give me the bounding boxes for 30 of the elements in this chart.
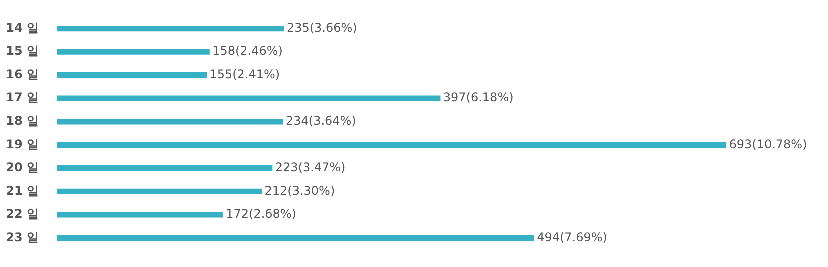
y-tick-label: 15 일 [6, 44, 39, 58]
bar [57, 212, 224, 218]
data-label: 235(3.66%) [286, 20, 358, 35]
y-tick-label: 22 일 [6, 207, 39, 222]
data-label: 158(2.46%) [212, 44, 283, 58]
bar [57, 26, 284, 32]
y-tick-label: 23 일 [6, 230, 39, 244]
data-label: 693(10.78%) [729, 137, 808, 152]
data-label: 397(6.18%) [443, 90, 514, 105]
data-label: 494(7.69%) [537, 230, 608, 244]
y-tick-label: 17 일 [6, 90, 39, 105]
data-label: 155(2.41%) [210, 67, 280, 82]
bar [57, 235, 534, 241]
y-tick-label: 20 일 [6, 160, 39, 175]
bar [57, 142, 727, 148]
y-tick-label: 14 일 [6, 20, 39, 35]
data-label: 212(3.30%) [264, 184, 336, 198]
y-tick-label: 21 일 [6, 184, 39, 198]
data-label: 172(2.68%) [226, 207, 296, 222]
y-tick-label: 18 일 [6, 114, 39, 128]
bar [57, 49, 210, 55]
bar [57, 72, 208, 78]
bar [57, 96, 441, 102]
y-tick-label: 16 일 [6, 67, 39, 82]
y-tick-label: 19 일 [6, 137, 39, 152]
data-label: 223(3.47%) [275, 160, 346, 175]
bar [57, 166, 273, 172]
bar [57, 119, 284, 125]
data-label: 234(3.64%) [286, 114, 356, 128]
bar [57, 188, 262, 194]
